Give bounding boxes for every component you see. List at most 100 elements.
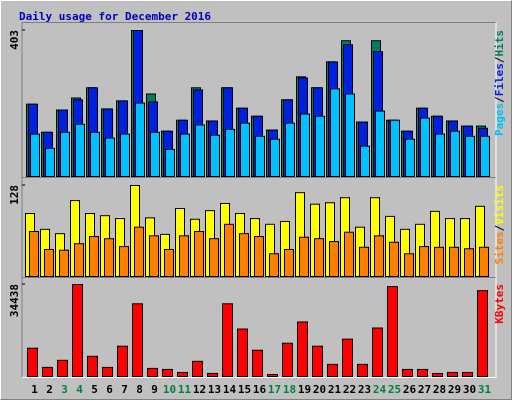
bar — [329, 241, 339, 277]
bar — [389, 241, 399, 277]
panel-frame-dark — [21, 22, 496, 178]
legend: KBytes — [493, 284, 506, 324]
bar — [417, 368, 428, 377]
bar — [269, 253, 279, 277]
legend-entry: Hits — [493, 30, 506, 57]
bar — [147, 367, 158, 377]
bar — [312, 345, 323, 377]
x-tick-label: 3 — [61, 383, 68, 396]
bar — [387, 286, 398, 377]
bar — [420, 117, 430, 178]
bar — [75, 123, 85, 177]
x-tick-label: 22 — [343, 383, 356, 396]
bar — [252, 349, 263, 377]
x-tick-label: 18 — [283, 383, 296, 396]
y-tick-label: 403 — [8, 30, 21, 50]
bar — [119, 246, 129, 277]
x-tick-label: 4 — [76, 383, 83, 396]
x-tick-label: 29 — [448, 383, 461, 396]
bar — [449, 246, 459, 277]
bar — [237, 328, 248, 378]
bar — [419, 246, 429, 277]
bar — [165, 148, 175, 177]
panel-frame-dark — [21, 177, 496, 278]
bar — [90, 131, 100, 177]
bar — [432, 372, 443, 378]
x-tick-label: 27 — [418, 383, 431, 396]
x-tick-label: 17 — [268, 383, 281, 396]
bar — [29, 231, 39, 277]
bar — [402, 368, 413, 377]
bar — [105, 137, 115, 177]
y-tick-label: 34438 — [8, 284, 21, 317]
bar — [372, 327, 383, 377]
panel-frame-dark — [21, 277, 496, 378]
x-tick-label: 7 — [121, 383, 128, 396]
x-tick-label: 24 — [373, 383, 387, 396]
bar — [360, 145, 370, 178]
bar — [239, 233, 249, 277]
x-tick-label: 2 — [46, 383, 53, 396]
bar — [299, 236, 309, 277]
x-tick-label: 10 — [163, 383, 176, 396]
bar — [375, 110, 385, 177]
bar — [117, 345, 128, 377]
bar — [344, 231, 354, 277]
legend-entry: KBytes — [493, 284, 506, 324]
bar — [270, 138, 280, 177]
bar — [477, 290, 488, 378]
x-tick-label: 13 — [208, 383, 221, 396]
bar — [194, 231, 204, 277]
bar — [314, 238, 324, 277]
bar — [225, 128, 235, 178]
x-tick-label: 26 — [403, 383, 417, 396]
bar — [255, 135, 265, 177]
legend: Sites/Visits — [493, 185, 506, 265]
bar — [374, 235, 384, 277]
bar — [224, 223, 234, 277]
bar — [267, 373, 278, 377]
bar — [450, 130, 460, 178]
x-tick-label: 25 — [388, 383, 401, 396]
bar — [177, 371, 188, 377]
x-tick-label: 28 — [433, 383, 446, 396]
bar — [87, 355, 98, 377]
bar — [404, 253, 414, 277]
bar — [342, 338, 353, 378]
panel-frame-light — [22, 277, 497, 378]
legend-entry: Pages — [493, 103, 506, 136]
bar — [27, 347, 38, 378]
bar — [345, 93, 355, 177]
legend-entry: Sites — [493, 231, 506, 264]
x-tick-label: 11 — [178, 383, 192, 396]
x-tick-label: 21 — [328, 383, 342, 396]
bar — [390, 119, 400, 177]
bar — [102, 366, 113, 378]
x-tick-label: 14 — [223, 383, 237, 396]
bar — [357, 363, 368, 378]
bar — [59, 249, 69, 277]
bar — [434, 246, 444, 277]
y-tick-label: 128 — [8, 185, 21, 205]
x-tick-label: 19 — [298, 383, 311, 396]
bar — [45, 147, 55, 178]
x-tick-label: 8 — [136, 383, 143, 396]
bar — [210, 134, 220, 178]
bar — [462, 371, 473, 377]
bar — [150, 131, 160, 177]
bar — [282, 342, 293, 377]
bar — [480, 135, 490, 177]
x-tick-label: 16 — [253, 383, 267, 396]
legend-entry: Files — [493, 63, 506, 96]
bar — [405, 138, 415, 177]
bar — [254, 236, 264, 277]
bar — [192, 360, 203, 378]
bar — [120, 133, 130, 177]
x-tick-label: 12 — [193, 383, 206, 396]
x-tick-label: 31 — [478, 383, 492, 396]
bar — [134, 226, 144, 277]
chart-title: Daily usage for December 2016 — [19, 10, 211, 23]
